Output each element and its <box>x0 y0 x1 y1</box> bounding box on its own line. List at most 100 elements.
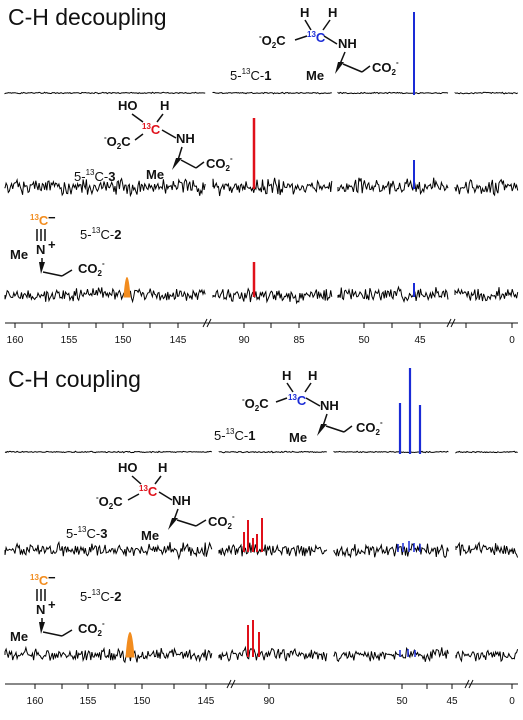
panel-decoupling: C-H decoupling H H -O2C 13C NH Me CO2- 5… <box>4 4 519 346</box>
mol-me: Me <box>10 629 28 644</box>
tick-label: 145 <box>170 335 187 346</box>
compound-label-2: 5-13C-2 <box>80 588 121 604</box>
n-charge: + <box>48 597 56 612</box>
tick-label: 50 <box>396 696 408 707</box>
wedge-bond <box>172 158 182 170</box>
wedge-bond <box>317 424 327 436</box>
axis-ticks <box>34 679 513 689</box>
labelled-carbon: 13C <box>139 484 158 499</box>
axis-break-mark <box>230 679 236 689</box>
mol-nh: NH <box>172 493 191 508</box>
bond <box>305 397 321 407</box>
bond <box>286 382 294 393</box>
bond <box>343 425 353 433</box>
tick-label: 150 <box>115 335 132 346</box>
tick-label: 155 <box>80 696 97 707</box>
tick-label: 155 <box>61 335 78 346</box>
baseline-trace-c1-0 <box>4 91 206 95</box>
isocyanide-carbon: 13C <box>30 573 49 588</box>
molecule-c1: H H -O2C 13C NH Me CO2- <box>242 368 383 445</box>
bond <box>180 159 197 169</box>
mol-me: Me <box>141 528 159 543</box>
axis-break-mark <box>464 679 470 689</box>
mol-h: H <box>158 460 167 475</box>
bond <box>134 133 144 141</box>
molecule-c1: H H -O2C 13C NH Me CO2- <box>259 5 399 83</box>
mol-me: Me <box>306 68 324 83</box>
spectra <box>4 12 519 305</box>
axis-ticks <box>14 318 513 328</box>
bond <box>195 161 205 169</box>
baseline-trace-c1-2 <box>337 91 449 95</box>
ppm-axis: 160 155 150 145 90 50 45 0 <box>5 679 518 707</box>
molecule-c2: 13C − N + Me CO2- <box>10 210 105 278</box>
labelled-carbon: 13C <box>142 122 161 137</box>
tick-label: 150 <box>134 696 151 707</box>
molecule-c3: HO H -O2C 13C NH Me CO2- <box>104 98 233 182</box>
mol-h-left: H <box>282 368 291 383</box>
bond <box>42 631 63 637</box>
noise-trace-c2-3 <box>455 649 519 663</box>
mol-nh: NH <box>176 131 195 146</box>
axis-break-mark <box>202 318 208 328</box>
bond <box>294 35 308 41</box>
isocyanide-carbon: 13C <box>30 213 49 228</box>
peak-c2-orange <box>123 277 131 298</box>
mol-co2: CO2- <box>78 619 105 638</box>
bond <box>131 475 142 485</box>
panel-coupling: C-H coupling H H -O2C 13C NH Me CO2- 5-1… <box>4 366 519 707</box>
mol-n: N <box>36 602 45 617</box>
tick-label: 50 <box>358 335 370 346</box>
mol-h-right: H <box>308 368 317 383</box>
mol-co2: CO2- <box>78 259 105 278</box>
mol-h: H <box>160 98 169 113</box>
mol-co2: CO2- <box>372 58 399 77</box>
n-charge: + <box>48 237 56 252</box>
compound-label-3: 5-13C-3 <box>74 168 115 184</box>
bond <box>304 382 312 393</box>
wedge-bond <box>39 262 45 274</box>
labelled-carbon: 13C <box>307 30 326 45</box>
mol-ho: HO <box>118 98 138 113</box>
carbon-charge: − <box>48 570 56 585</box>
bond <box>131 113 144 123</box>
tick-label: 90 <box>263 696 275 707</box>
compound-label-3: 5-13C-3 <box>66 525 107 541</box>
baseline-trace-c1-1 <box>218 450 327 454</box>
axis-break-mark <box>468 679 474 689</box>
peak-c2-orange <box>125 632 135 658</box>
labelled-carbon: 13C <box>288 393 307 408</box>
mol-n: N <box>36 242 45 257</box>
tick-label: 0 <box>509 696 515 707</box>
bond <box>154 475 162 485</box>
molecule-c3: HO H -O2C 13C NH Me CO2- <box>96 460 235 543</box>
baseline-trace-c1-0 <box>4 450 213 454</box>
baseline-trace-c1-2 <box>333 450 449 454</box>
baseline-trace-c1-3 <box>454 91 518 95</box>
noise-trace-c2-1 <box>218 645 328 662</box>
bond <box>304 19 312 31</box>
tick-label: 160 <box>27 696 44 707</box>
noise-trace-c2-1 <box>212 287 333 305</box>
mol-h-left: H <box>300 5 309 20</box>
noise-trace-c2-2 <box>337 285 449 303</box>
mol-ho: HO <box>118 460 138 475</box>
noise-trace-c3-1 <box>212 177 333 197</box>
bond <box>61 269 73 277</box>
noise-trace-c3-0 <box>4 177 206 198</box>
bond <box>342 63 363 73</box>
carbon-charge: − <box>48 210 56 225</box>
tick-label: 85 <box>293 335 305 346</box>
molecule-c2: 13C − N + Me CO2- <box>10 570 105 644</box>
wedge-bond <box>39 622 45 634</box>
bond <box>61 629 73 637</box>
noise-trace-c3-2 <box>333 543 449 559</box>
tick-label: 45 <box>414 335 426 346</box>
bond <box>42 271 63 277</box>
compound-label-2: 5-13C-2 <box>80 226 121 242</box>
mol-me: Me <box>10 247 28 262</box>
bond <box>325 425 345 433</box>
tick-label: 145 <box>198 696 215 707</box>
bond <box>275 397 288 403</box>
